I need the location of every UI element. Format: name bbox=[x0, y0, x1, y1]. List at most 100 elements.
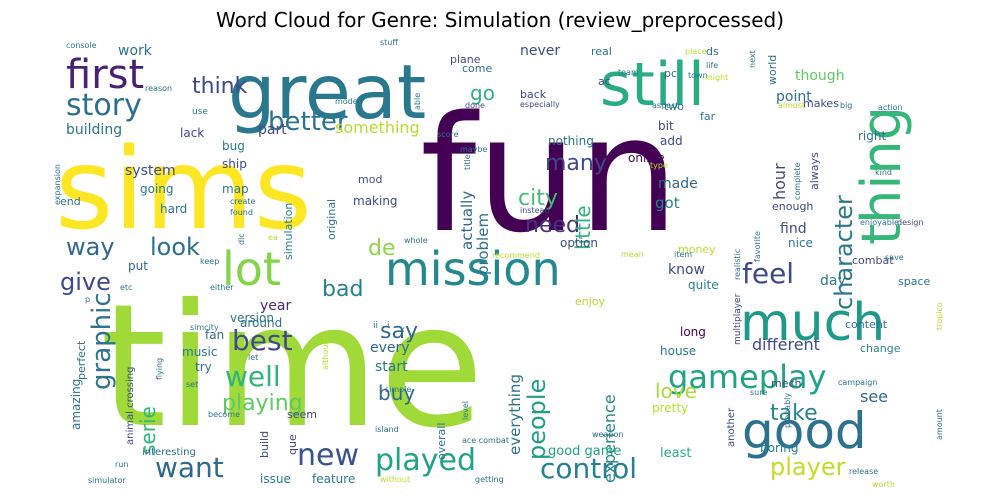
word-tropico: tropico bbox=[935, 302, 944, 330]
chart-title: Word Cloud for Genre: Simulation (review… bbox=[215, 8, 785, 32]
word-whole: whole bbox=[404, 236, 428, 245]
word-without: without bbox=[380, 475, 410, 484]
word-save: save bbox=[885, 253, 904, 262]
word-version: version bbox=[230, 311, 274, 325]
word-back: back bbox=[520, 88, 547, 101]
word-ace-combat: ace combat bbox=[462, 436, 509, 445]
word-getting: getting bbox=[475, 475, 504, 484]
word-action: action bbox=[878, 103, 903, 112]
word-next: next bbox=[748, 50, 757, 68]
word-although: although bbox=[321, 335, 330, 370]
word-day: day bbox=[820, 273, 846, 289]
word-bad: bad bbox=[322, 277, 363, 302]
word-lot: lot bbox=[222, 242, 281, 296]
word-amount: amount bbox=[935, 409, 944, 440]
word-two: two bbox=[664, 100, 684, 113]
word-que: que bbox=[286, 434, 299, 455]
word-year: year bbox=[260, 298, 291, 314]
word-score: score bbox=[437, 130, 459, 139]
word-try: try bbox=[195, 360, 212, 374]
word-makes: makes bbox=[803, 97, 839, 110]
word-probably: probably bbox=[783, 393, 792, 428]
word-made: made bbox=[658, 176, 698, 192]
word-bit: bit bbox=[658, 119, 674, 133]
word-pretty: pretty bbox=[652, 401, 688, 415]
word-plane: plane bbox=[450, 53, 481, 66]
word-playing: playing bbox=[222, 391, 303, 416]
word-place: place bbox=[685, 47, 707, 56]
word-far: far bbox=[700, 110, 716, 123]
word-real: real bbox=[591, 45, 612, 58]
word-ac: ac bbox=[598, 75, 611, 88]
word-little: little bbox=[571, 205, 595, 250]
word-stuff: stuff bbox=[380, 38, 398, 47]
word-hard: hard bbox=[160, 202, 187, 216]
word-almost: almost bbox=[778, 101, 805, 110]
word-lack: lack bbox=[180, 126, 204, 140]
word-long: long bbox=[680, 325, 706, 339]
word-work: work bbox=[118, 43, 153, 59]
word-simple: simple bbox=[385, 385, 411, 394]
word-never: never bbox=[520, 43, 560, 59]
word-team: team bbox=[618, 68, 639, 77]
word-life: life bbox=[706, 61, 718, 70]
word-problem: problem bbox=[474, 213, 492, 275]
word-find: find bbox=[780, 221, 807, 237]
word-building: building bbox=[66, 122, 122, 138]
word-good: good bbox=[742, 402, 867, 460]
word-either: either bbox=[210, 283, 234, 292]
word-world: world bbox=[766, 55, 779, 85]
word-see: see bbox=[860, 387, 888, 406]
word-played: played bbox=[375, 443, 476, 478]
word-many: many bbox=[545, 151, 607, 176]
word-big: big bbox=[840, 101, 852, 110]
word-around: around bbox=[240, 316, 282, 330]
word-serie: serie bbox=[136, 406, 160, 455]
word-always: always bbox=[808, 152, 821, 190]
word-look: look bbox=[150, 233, 200, 261]
word-map: map bbox=[222, 182, 249, 196]
word-much: much bbox=[740, 293, 885, 353]
word-still: still bbox=[600, 50, 705, 120]
word-enough: enough bbox=[772, 200, 813, 213]
word-sims: sims bbox=[55, 125, 312, 255]
word-hour: hour bbox=[770, 163, 789, 200]
word-let: let bbox=[248, 353, 258, 362]
word-item: item bbox=[674, 250, 692, 259]
word-money: money bbox=[678, 243, 716, 256]
word-sure: sure bbox=[750, 388, 767, 397]
word-title: title bbox=[463, 154, 472, 170]
word-give: give bbox=[60, 268, 111, 296]
word-first: first bbox=[66, 52, 144, 98]
word-well: well bbox=[225, 360, 281, 393]
word-amazing: amazing bbox=[69, 379, 83, 430]
word-graphic: graphic bbox=[87, 292, 117, 390]
word-gameplay: gameplay bbox=[668, 358, 827, 396]
word-character: character bbox=[830, 195, 858, 310]
word-set: set bbox=[186, 380, 198, 389]
word-keep: keep bbox=[200, 257, 219, 266]
word-found: found bbox=[230, 208, 253, 217]
word-issue: issue bbox=[260, 472, 291, 486]
word-quite: quite bbox=[688, 278, 719, 292]
word-something: something bbox=[335, 118, 420, 137]
word-feature: feature bbox=[312, 472, 355, 486]
word-enjoy: enjoy bbox=[575, 295, 606, 308]
word-mech: mech bbox=[771, 377, 802, 390]
word-nothing: nothing bbox=[548, 134, 594, 148]
word-p: p bbox=[85, 295, 90, 304]
word-maybe: maybe bbox=[460, 145, 488, 154]
word-etc: etc bbox=[120, 283, 132, 292]
word-end: end bbox=[60, 195, 81, 208]
word-want: want bbox=[155, 451, 224, 484]
word-thing: thing bbox=[850, 106, 913, 245]
word-realistic: realistic bbox=[733, 249, 742, 280]
word-ii: ii bbox=[373, 321, 378, 331]
word-new: new bbox=[297, 438, 359, 473]
word-kind: kind bbox=[875, 168, 892, 177]
word-dlc: dlc bbox=[237, 233, 246, 245]
word-aspect: aspect bbox=[652, 101, 679, 110]
word-good-game: good game bbox=[548, 444, 621, 459]
word-console: console bbox=[66, 41, 97, 50]
